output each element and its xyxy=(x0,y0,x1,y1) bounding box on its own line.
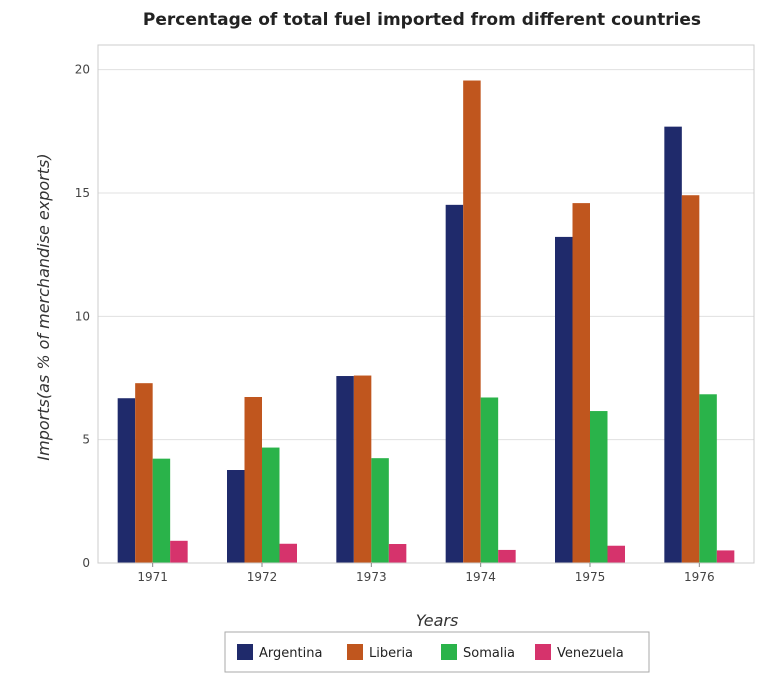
y-tick-label: 10 xyxy=(75,309,90,323)
y-tick-label: 5 xyxy=(82,433,90,447)
x-tick-label: 1974 xyxy=(465,570,496,584)
bar-liberia-1974 xyxy=(463,80,481,564)
legend-swatch-argentina xyxy=(237,644,253,660)
bar-argentina-1976 xyxy=(664,126,682,563)
bar-venezuela-1973 xyxy=(388,544,407,563)
bar-argentina-1973 xyxy=(336,376,354,563)
bar-liberia-1973 xyxy=(353,375,372,563)
bar-liberia-1975 xyxy=(572,203,590,563)
bar-venezuela-1976 xyxy=(716,550,735,563)
bar-somalia-1975 xyxy=(590,411,608,563)
bar-somalia-1974 xyxy=(480,397,499,563)
bar-argentina-1972 xyxy=(227,470,245,563)
x-axis-label: Years xyxy=(416,611,459,630)
legend-label-argentina: Argentina xyxy=(259,646,322,661)
axes: 0 5 10 15 20 1971 1972 1973 1974 1975 1976 xyxy=(75,44,755,584)
bar-venezuela-1974 xyxy=(498,549,516,563)
legend-label-venezuela: Venezuela xyxy=(557,646,624,661)
legend-swatch-liberia xyxy=(347,644,363,660)
bar-somalia-1973 xyxy=(371,458,389,563)
x-tick-label: 1972 xyxy=(247,570,278,584)
y-tick-label: 0 xyxy=(82,556,90,570)
bar-somalia-1971 xyxy=(152,458,171,563)
bars xyxy=(117,80,735,564)
plot-frame xyxy=(97,44,755,564)
bar-argentina-1971 xyxy=(117,398,136,563)
legend-label-liberia: Liberia xyxy=(369,646,413,661)
x-tick-label: 1973 xyxy=(356,570,387,584)
y-tick-label: 20 xyxy=(75,63,90,77)
bar-venezuela-1972 xyxy=(279,543,297,563)
bar-liberia-1976 xyxy=(681,195,700,563)
x-tick-label: 1975 xyxy=(575,570,606,584)
legend-label-somalia: Somalia xyxy=(463,646,515,661)
bar-somalia-1972 xyxy=(262,447,280,563)
x-tick-label: 1971 xyxy=(137,570,168,584)
y-tick-label: 15 xyxy=(75,186,90,200)
legend: Argentina Liberia Somalia Venezuela xyxy=(224,631,650,673)
y-axis-label: Imports(as % of merchandise exports) xyxy=(34,153,53,460)
chart-title: Percentage of total fuel imported from d… xyxy=(143,10,701,30)
bar-argentina-1975 xyxy=(555,236,573,563)
bar-liberia-1971 xyxy=(135,383,153,563)
bar-venezuela-1971 xyxy=(170,540,188,563)
gridlines xyxy=(98,69,754,564)
legend-swatch-somalia xyxy=(441,644,457,660)
x-tick-label: 1976 xyxy=(684,570,715,584)
bar-liberia-1972 xyxy=(244,396,262,563)
bar-argentina-1974 xyxy=(445,204,464,563)
bar-venezuela-1975 xyxy=(607,545,625,563)
legend-swatch-venezuela xyxy=(535,644,551,660)
legend-box xyxy=(224,631,650,673)
bar-somalia-1976 xyxy=(699,394,717,563)
